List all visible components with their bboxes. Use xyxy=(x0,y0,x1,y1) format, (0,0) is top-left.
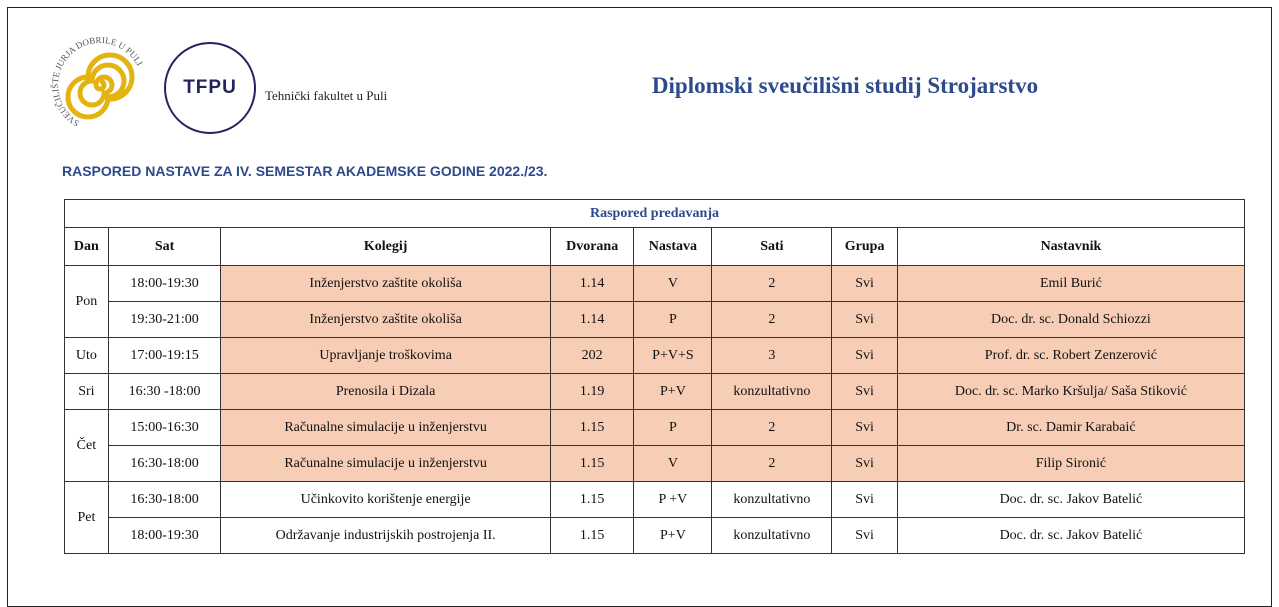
kolegij-cell: Prenosila i Dizala xyxy=(220,373,551,410)
sati-cell: 2 xyxy=(711,265,833,302)
day-cell: Uto xyxy=(64,337,109,374)
grupa-cell: Svi xyxy=(831,445,898,482)
sat-cell: 15:00-16:30 xyxy=(107,409,222,446)
column-header: Nastavnik xyxy=(896,227,1246,266)
nastavnik-cell: Prof. dr. sc. Robert Zenzerović xyxy=(896,337,1246,374)
grupa-cell: Svi xyxy=(831,517,898,554)
nastavnik-cell: Doc. dr. sc. Marko Kršulja/ Saša Stikovi… xyxy=(896,373,1246,410)
nastava-cell: P+V xyxy=(633,373,713,410)
session-row: 18:00-19:30 Održavanje industrijskih post… xyxy=(65,517,1246,554)
nastava-cell: P+V xyxy=(633,517,713,554)
subtitle: RASPORED NASTAVE ZA IV. SEMESTAR AKADEMS… xyxy=(62,163,548,179)
sati-cell: 2 xyxy=(711,409,833,446)
dvorana-cell: 1.15 xyxy=(549,517,635,554)
day-cell: Pon xyxy=(64,265,109,338)
sat-cell: 18:00-19:30 xyxy=(107,517,222,554)
dvorana-cell: 1.14 xyxy=(549,301,635,338)
dvorana-cell: 1.19 xyxy=(549,373,635,410)
grupa-cell: Svi xyxy=(831,409,898,446)
kolegij-cell: Računalne simulacije u inženjerstvu xyxy=(220,445,551,482)
sat-cell: 18:00-19:30 xyxy=(107,265,222,302)
sati-cell: konzultativno xyxy=(711,517,833,554)
column-header: Kolegij xyxy=(220,227,551,266)
column-header: Dan xyxy=(64,227,109,266)
nastavnik-cell: Doc. dr. sc. Jakov Batelić xyxy=(896,481,1246,518)
page: SVEUČILIŠTE JURJA DOBRILE U PULI TFPU Te… xyxy=(7,7,1272,607)
dvorana-cell: 1.15 xyxy=(549,409,635,446)
nastavnik-cell: Dr. sc. Damir Karabaić xyxy=(896,409,1246,446)
nastava-cell: V xyxy=(633,265,713,302)
session-row: 16:30-18:00 Računalne simulacije u inženj… xyxy=(65,445,1246,482)
dvorana-cell: 202 xyxy=(549,337,635,374)
nastava-cell: P xyxy=(633,301,713,338)
sat-cell: 19:30-21:00 xyxy=(107,301,222,338)
day-cell: Pet xyxy=(64,481,109,554)
grupa-cell: Svi xyxy=(831,481,898,518)
nastavnik-cell: Emil Burić xyxy=(896,265,1246,302)
nastavnik-cell: Doc. dr. sc. Jakov Batelić xyxy=(896,517,1246,554)
nastava-cell: P +V xyxy=(633,481,713,518)
day-cell: Čet xyxy=(64,409,109,482)
university-seal: SVEUČILIŠTE JURJA DOBRILE U PULI xyxy=(50,35,145,129)
sati-cell: konzultativno xyxy=(711,481,833,518)
sat-cell: 16:30 -18:00 xyxy=(107,373,222,410)
title: Diplomski sveučilišni studij Strojarstvo xyxy=(651,73,1039,98)
column-header: Dvorana xyxy=(549,227,635,266)
sat-cell: 16:30-18:00 xyxy=(107,445,222,482)
session-row: Pon 18:00-19:30 Inženjerstvo zaštite okoli… xyxy=(64,265,1246,338)
nastava-cell: P+V+S xyxy=(633,337,713,374)
sat-cell: 17:00-19:15 xyxy=(107,337,222,374)
dvorana-cell: 1.15 xyxy=(549,481,635,518)
column-header: Sat xyxy=(107,227,222,266)
grupa-cell: Svi xyxy=(831,337,898,374)
session-row: 19:30-21:00 Inženjerstvo zaštite okoliša 1… xyxy=(65,301,1246,338)
column-header: Nastava xyxy=(633,227,713,266)
seal-spiral xyxy=(65,52,135,120)
session-row: Čet 15:00-16:30 Računalne simulacije u inž… xyxy=(64,409,1246,482)
sati-cell: 2 xyxy=(711,301,833,338)
kolegij-cell: Računalne simulacije u inženjerstvu xyxy=(220,409,551,446)
grupa-cell: Svi xyxy=(831,265,898,302)
faculty-name: Tehnički fakultet u Puli xyxy=(265,88,388,103)
nastava-cell: P xyxy=(633,409,713,446)
nastavnik-cell: Filip Sironić xyxy=(896,445,1246,482)
column-header: Sati xyxy=(711,227,833,266)
nastavnik-cell: Doc. dr. sc. Donald Schiozzi xyxy=(896,301,1246,338)
sati-cell: 3 xyxy=(711,337,833,374)
session-row: Uto 17:00-19:15 Upravljanje troškovima 202 P… xyxy=(64,337,1246,374)
dvorana-cell: 1.15 xyxy=(549,445,635,482)
day-cell: Sri xyxy=(64,373,109,410)
nastava-cell: V xyxy=(633,445,713,482)
kolegij-cell: Održavanje industrijskih postrojenja II. xyxy=(220,517,551,554)
grupa-cell: Svi xyxy=(831,301,898,338)
kolegij-cell: Inženjerstvo zaštite okoliša xyxy=(220,265,551,302)
sat-cell: 16:30-18:00 xyxy=(107,481,222,518)
caption-row: Raspored predavanja xyxy=(64,199,1245,228)
sati-cell: 2 xyxy=(711,445,833,482)
header-row: Dan Sat Kolegij Dvorana Nastava Sati Grupa Nast… xyxy=(64,227,1246,266)
dvorana-cell: 1.14 xyxy=(549,265,635,302)
kolegij-cell: Upravljanje troškovima xyxy=(220,337,551,374)
table-caption: Raspored predavanja xyxy=(64,199,1245,228)
kolegij-cell: Inženjerstvo zaštite okoliša xyxy=(220,301,551,338)
sati-cell: konzultativno xyxy=(711,373,833,410)
schedule-table: Raspored predavanja Dan Sat Kolegij Dvorana N… xyxy=(64,199,1246,554)
kolegij-cell: Učinkovito korištenje energije xyxy=(220,481,551,518)
grupa-cell: Svi xyxy=(831,373,898,410)
session-row: Sri 16:30 -18:00 Prenosila i Dizala 1.19 P+V… xyxy=(64,373,1246,410)
faculty-logo: TFPU xyxy=(164,42,256,134)
column-header: Grupa xyxy=(831,227,898,266)
session-row: Pet 16:30-18:00 Učinkovito korištenje ener… xyxy=(64,481,1246,554)
